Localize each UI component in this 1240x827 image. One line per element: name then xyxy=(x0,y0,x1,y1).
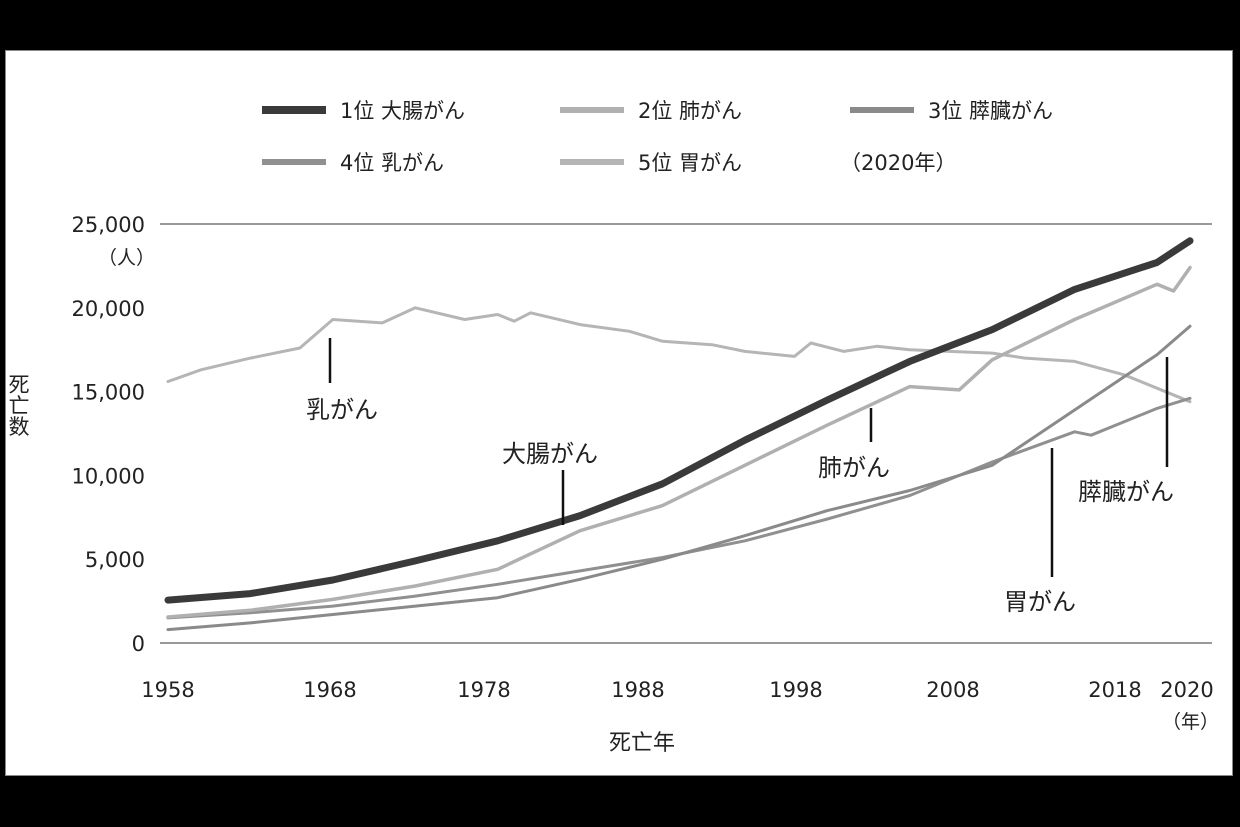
x-axis: 1958 1968 1978 1988 1998 2008 2018 2020 xyxy=(141,678,1213,702)
y-tick-label: 0 xyxy=(132,632,145,656)
y-tick-label: 5,000 xyxy=(85,548,145,572)
legend-label-1: 1位 大腸がん xyxy=(340,99,465,123)
annotation-label: 胃がん xyxy=(1004,588,1076,616)
series-line-5 xyxy=(166,306,1192,404)
annotation-label: 大腸がん xyxy=(502,440,598,468)
y-tick-label: 25,000 xyxy=(72,213,145,237)
x-tick-label: 1958 xyxy=(141,678,194,702)
annotations: 乳がん大腸がん肺がん胃がん 膵臓がん xyxy=(306,338,1174,616)
y-unit-label: （人） xyxy=(98,247,155,269)
annotation-label: 乳がん xyxy=(306,396,378,424)
legend-label-5: 5位 胃がん xyxy=(638,151,742,175)
series-line-3 xyxy=(166,324,1192,632)
annotation-label: 肺がん xyxy=(818,454,890,482)
legend-label-4: 4位 乳がん xyxy=(340,151,444,175)
chart-panel xyxy=(5,50,1233,776)
annotation-label: 膵臓がん xyxy=(1078,478,1174,506)
series-line-2 xyxy=(166,265,1192,619)
x-tick-label: 1978 xyxy=(457,678,510,702)
x-unit-label: （年） xyxy=(1162,711,1219,733)
y-tick-label: 10,000 xyxy=(72,464,145,488)
x-tick-label: 1988 xyxy=(611,678,664,702)
x-tick-label: 1968 xyxy=(303,678,356,702)
legend: 1位 大腸がん 2位 肺がん 3位 膵臓がん 4位 乳がん 5位 胃がん （2020年） xyxy=(262,99,1053,175)
series-group xyxy=(164,237,1194,632)
series-line-1 xyxy=(164,237,1194,604)
x-tick-label: 2020 xyxy=(1160,678,1213,702)
x-tick-label: 1998 xyxy=(769,678,822,702)
x-tick-label: 2008 xyxy=(926,678,979,702)
y-axis-title: 死亡数 xyxy=(6,374,30,437)
series-line-4 xyxy=(166,396,1192,620)
legend-label-2: 2位 肺がん xyxy=(638,99,742,123)
y-axis: 0 5,000 10,000 15,000 20,000 25,000 xyxy=(72,213,145,656)
legend-note: （2020年） xyxy=(840,151,956,175)
legend-label-3: 3位 膵臓がん xyxy=(928,99,1053,123)
y-tick-label: 15,000 xyxy=(72,381,145,405)
x-tick-label: 2018 xyxy=(1088,678,1141,702)
y-tick-label: 20,000 xyxy=(72,297,145,321)
x-axis-title: 死亡年 xyxy=(609,731,675,756)
